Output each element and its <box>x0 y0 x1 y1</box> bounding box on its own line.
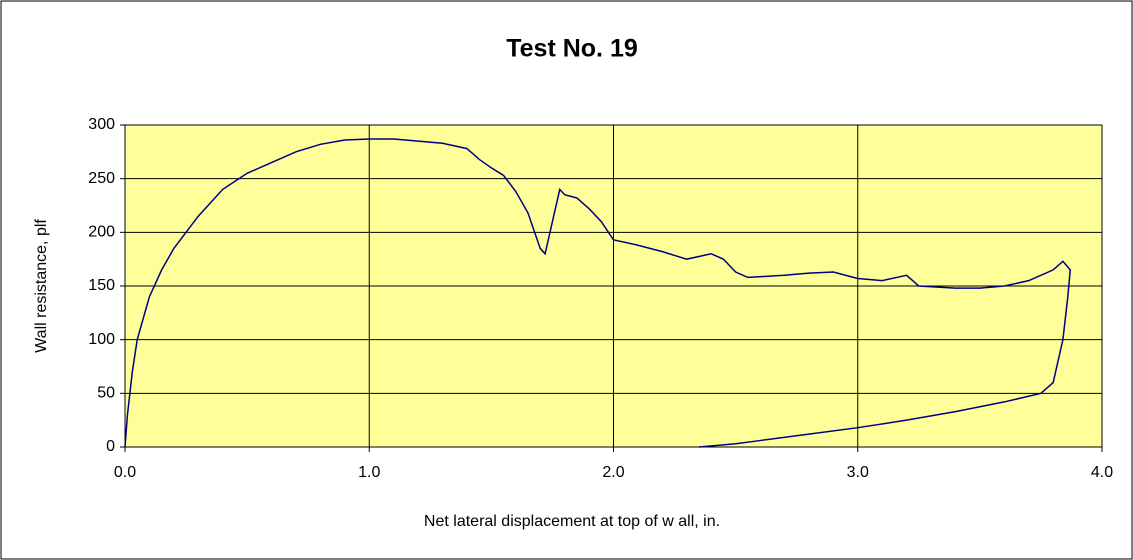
x-tick-label: 4.0 <box>1091 464 1113 481</box>
x-tick-label: 1.0 <box>358 464 380 481</box>
y-tick-label: 300 <box>88 116 115 133</box>
y-tick-label: 0 <box>106 438 115 455</box>
x-tick-label: 2.0 <box>602 464 624 481</box>
x-tick-label: 0.0 <box>114 464 136 481</box>
y-tick-label: 50 <box>97 385 115 402</box>
y-tick-label: 150 <box>88 277 115 294</box>
data-line <box>124 138 1072 448</box>
y-axis-label: Wall resistance, plf <box>33 219 50 353</box>
y-tick-label: 200 <box>88 224 115 241</box>
y-tick-label: 100 <box>88 331 115 348</box>
chart-title: Test No. 19 <box>506 35 638 63</box>
y-tick-label: 250 <box>88 170 115 187</box>
x-tick-label: 3.0 <box>847 464 869 481</box>
x-axis-label: Net lateral displacement at top of w all… <box>424 513 720 530</box>
